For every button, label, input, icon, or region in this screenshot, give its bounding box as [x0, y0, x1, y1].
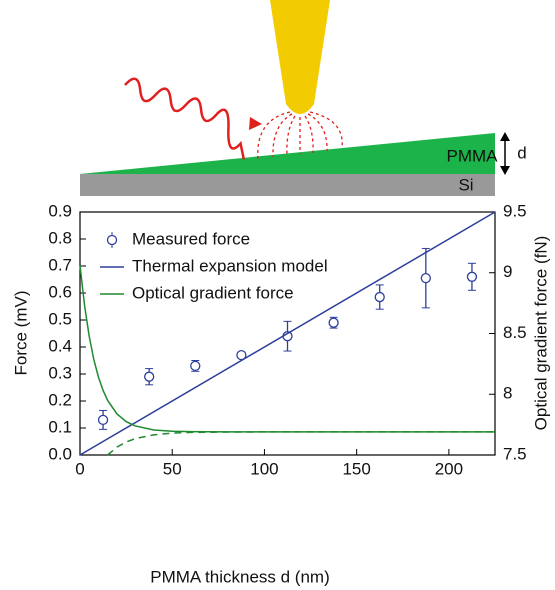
probe-tip — [270, 0, 330, 114]
x-axis-label: PMMA thickness d (nm) — [150, 567, 330, 586]
series-line — [79, 211, 496, 456]
series-line — [107, 431, 495, 456]
y-tick-label: 0.4 — [48, 336, 72, 355]
y-tick-label: 0.0 — [48, 444, 72, 463]
y-tick-label: 0.7 — [48, 255, 72, 274]
data-point — [190, 360, 201, 372]
arrowhead — [500, 166, 510, 175]
y-tick-label: 0.5 — [48, 309, 72, 328]
data-point — [144, 371, 155, 382]
y-tick-label: 0.1 — [48, 417, 72, 436]
y2-tick-label: 8.5 — [503, 323, 527, 342]
y-axis-label: Force (mV) — [11, 291, 30, 376]
data-point — [328, 317, 339, 328]
light-arrowhead — [249, 117, 262, 130]
y2-tick-label: 9.5 — [503, 201, 527, 220]
y-tick-label: 0.3 — [48, 363, 72, 382]
x-tick-label: 100 — [250, 459, 278, 478]
data-point — [466, 271, 478, 282]
y2-tick-label: 7.5 — [503, 444, 527, 463]
y2-tick-label: 9 — [503, 262, 512, 281]
film-label: PMMA — [447, 146, 499, 165]
arrowhead — [500, 132, 510, 141]
legend-label: Optical gradient force — [132, 283, 294, 302]
field-lines — [257, 111, 343, 161]
y-tick-label: 0.8 — [48, 228, 72, 247]
data-point — [420, 272, 431, 284]
x-tick-label: 200 — [435, 459, 463, 478]
y-tick-label: 0.6 — [48, 282, 72, 301]
data-point — [236, 349, 247, 361]
legend-marker — [106, 234, 118, 246]
substrate — [80, 174, 495, 196]
data-point — [374, 291, 385, 303]
x-tick-label: 0 — [75, 459, 84, 478]
y2-tick-label: 8 — [503, 384, 512, 403]
y-tick-label: 0.2 — [48, 390, 72, 409]
y2-axis-label: Optical gradient force (fN) — [531, 236, 550, 431]
x-tick-label: 50 — [163, 459, 182, 478]
light-wave — [124, 77, 246, 160]
legend-label: Thermal expansion model — [132, 256, 328, 275]
y-tick-label: 0.9 — [48, 201, 72, 220]
substrate-label: Si — [458, 175, 473, 194]
legend-label: Measured force — [132, 229, 250, 248]
schematic: PMMA Si d — [80, 0, 527, 196]
x-tick-label: 150 — [342, 459, 370, 478]
data-point — [97, 414, 109, 426]
thickness-label: d — [517, 143, 526, 162]
